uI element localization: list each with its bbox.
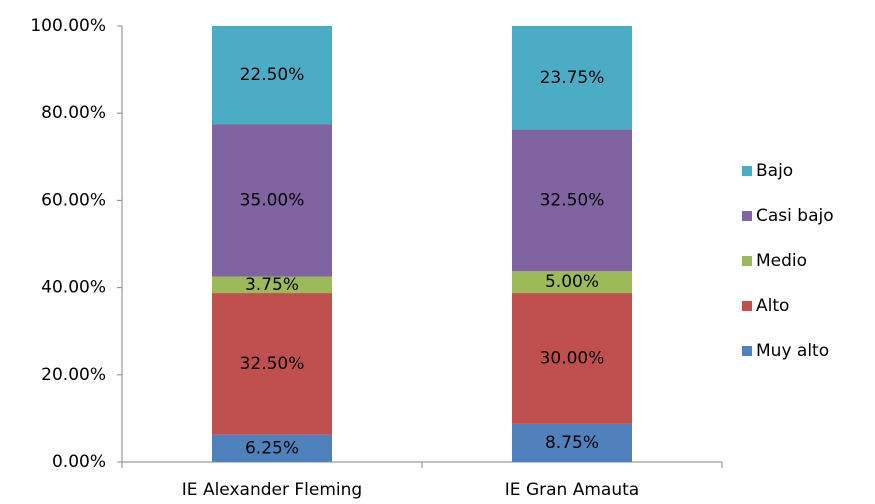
bar-segment	[212, 434, 332, 462]
value-label: 32.50%	[540, 190, 605, 210]
value-label: 3.75%	[245, 275, 299, 295]
value-label: 6.25%	[245, 438, 299, 458]
bar-segment	[512, 129, 632, 272]
legend-label: Muy alto	[756, 341, 829, 361]
bar-segment	[512, 26, 632, 130]
legend-swatch	[742, 166, 752, 176]
value-label: 30.00%	[540, 348, 605, 368]
y-tick-label: 0.00%	[52, 452, 106, 472]
bar-segment	[212, 26, 332, 125]
legend-label: Bajo	[756, 161, 793, 181]
value-label: 23.75%	[540, 68, 605, 88]
value-label: 32.50%	[240, 354, 305, 374]
value-label: 5.00%	[545, 272, 599, 292]
y-tick-label: 100.00%	[30, 16, 106, 36]
x-tick-label: IE Alexander Fleming	[182, 480, 362, 500]
bar-segment	[512, 271, 632, 294]
x-tick-label: IE Gran Amauta	[505, 480, 639, 500]
legend-label: Medio	[756, 251, 807, 271]
legend-swatch	[742, 211, 752, 221]
legend-swatch	[742, 346, 752, 356]
y-tick-label: 60.00%	[41, 190, 106, 210]
bar-segment	[212, 293, 332, 435]
bar-segment	[512, 423, 632, 462]
legend-swatch	[742, 256, 752, 266]
legend-label: Casi bajo	[756, 206, 834, 226]
y-tick-label: 80.00%	[41, 103, 106, 123]
bar-segment	[212, 124, 332, 277]
value-label: 35.00%	[240, 190, 305, 210]
bar-segment	[512, 293, 632, 424]
legend-swatch	[742, 301, 752, 311]
y-tick-label: 40.00%	[41, 278, 106, 298]
bar-segment	[212, 276, 332, 294]
value-label: 22.50%	[240, 65, 305, 85]
y-tick-label: 20.00%	[41, 365, 106, 385]
legend-label: Alto	[756, 296, 789, 316]
value-label: 8.75%	[545, 433, 599, 453]
